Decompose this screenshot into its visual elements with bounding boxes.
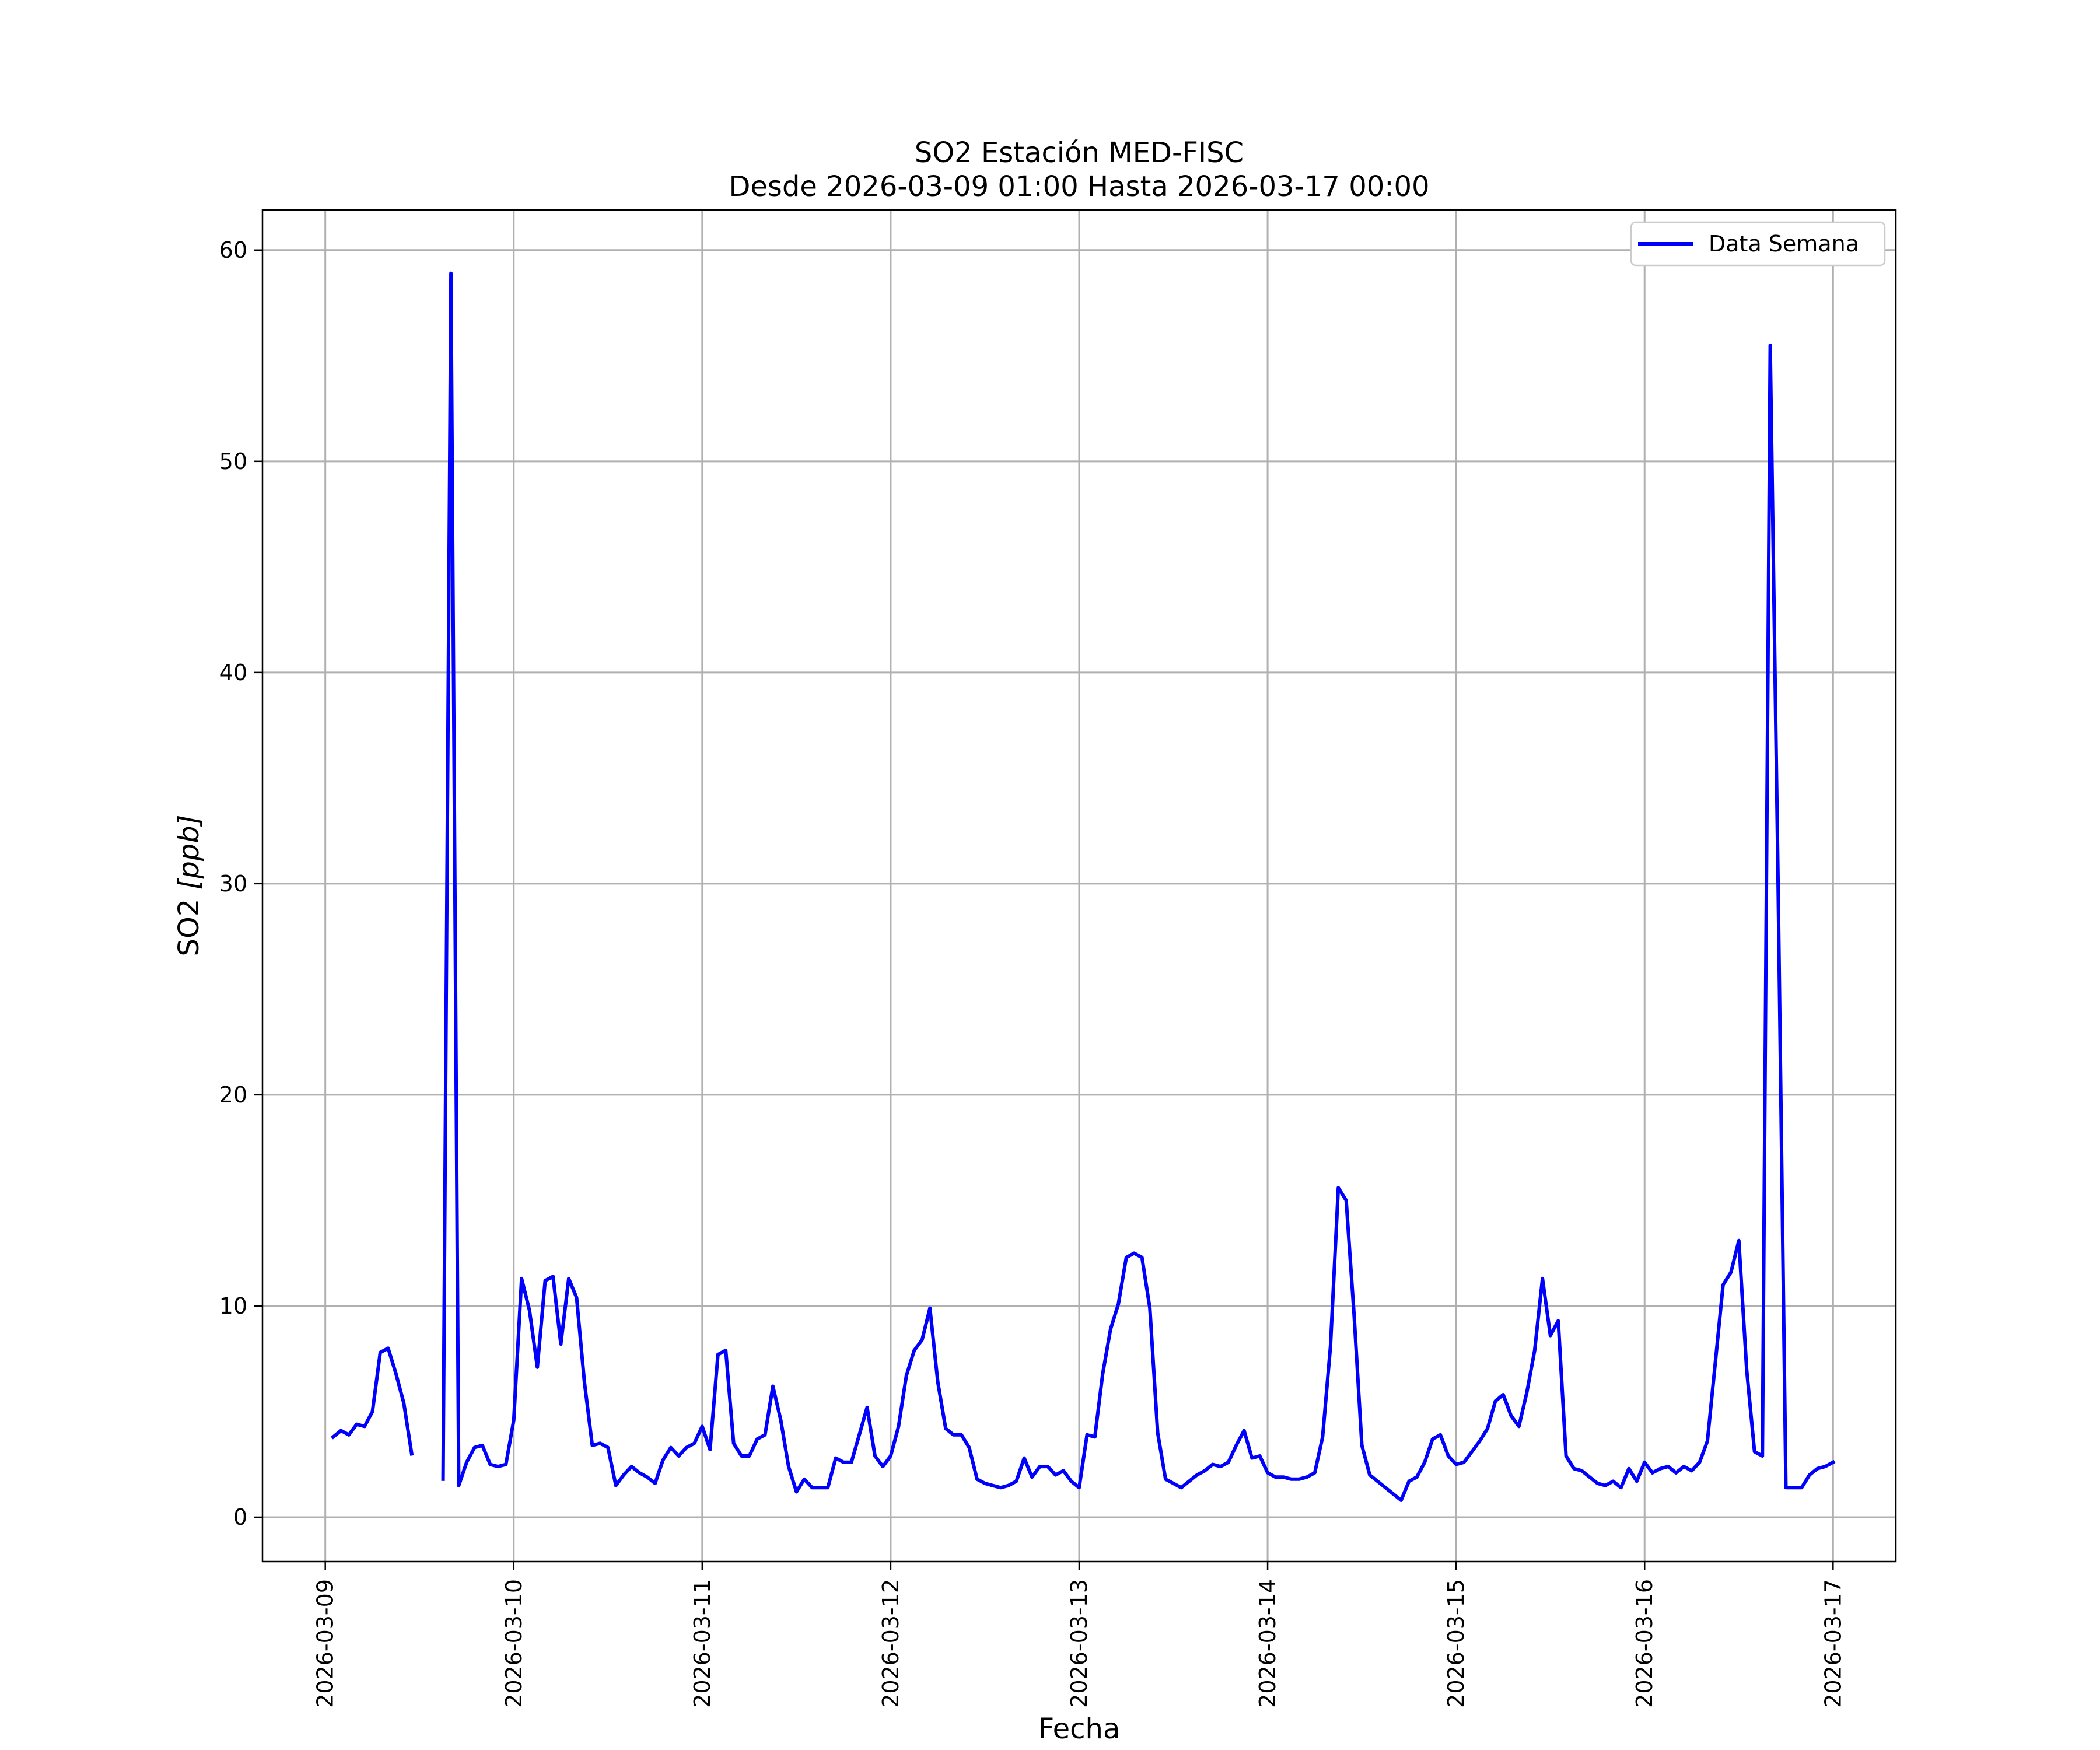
y-axis-label: SO2 [ppb] — [173, 815, 205, 957]
x-tick-label-2026-03-17: 2026-03-17 — [1820, 1579, 1846, 1708]
y-tick-label-20: 20 — [219, 1082, 247, 1108]
y-tick-label-40: 40 — [219, 660, 247, 685]
x-tick-label-2026-03-10: 2026-03-10 — [501, 1579, 527, 1708]
series-line-data-semana-part-1 — [330, 1346, 414, 1456]
y-axis-label-unit: [ppb] — [173, 815, 205, 890]
x-tick-label-2026-03-11: 2026-03-11 — [690, 1579, 715, 1708]
y-tick-label-0: 0 — [233, 1504, 247, 1530]
y-tick-label-60: 60 — [219, 237, 247, 263]
x-tick-label-2026-03-14: 2026-03-14 — [1255, 1579, 1280, 1708]
chart-title: SO2 Estación MED-FISC — [915, 136, 1244, 169]
y-axis-label-quantity: SO2 — [173, 890, 205, 956]
x-tick-label-2026-03-12: 2026-03-12 — [878, 1579, 904, 1708]
legend-box — [1630, 221, 1886, 267]
x-axis-label: Fecha — [1038, 1713, 1121, 1745]
y-tick-label-50: 50 — [219, 449, 247, 474]
y-axis-ticks: 0 10 20 30 40 50 60 — [219, 237, 262, 1530]
series-data-semana — [330, 271, 1836, 1502]
y-tick-label-30: 30 — [219, 871, 247, 897]
series-line-data-semana-part-2 — [441, 271, 1836, 1502]
x-tick-label-2026-03-13: 2026-03-13 — [1066, 1579, 1092, 1708]
legend-label-data-semana: Data Semana — [1709, 231, 1859, 257]
x-tick-label-2026-03-16: 2026-03-16 — [1632, 1579, 1657, 1708]
x-tick-label-2026-03-09: 2026-03-09 — [313, 1579, 338, 1708]
grid-lines — [262, 210, 1896, 1562]
y-tick-label-10: 10 — [219, 1293, 247, 1319]
x-tick-label-2026-03-15: 2026-03-15 — [1443, 1579, 1469, 1708]
legend: Data Semana — [1630, 221, 1886, 267]
x-axis-ticks: 2026-03-09 2026-03-10 2026-03-11 2026-03-12… — [313, 1562, 1846, 1708]
chart-subtitle: Desde 2026-03-09 01:00 Hasta 2026-03-17 … — [729, 170, 1429, 203]
